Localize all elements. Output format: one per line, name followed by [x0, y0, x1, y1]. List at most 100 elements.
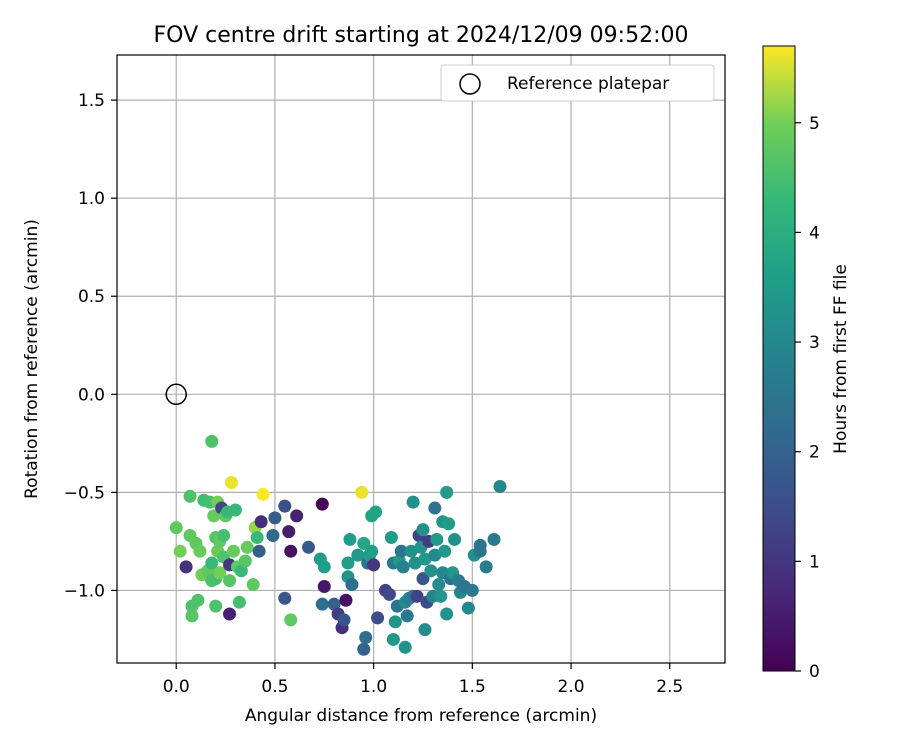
data-point: [185, 609, 199, 623]
data-point: [228, 503, 242, 517]
data-point: [406, 495, 420, 509]
colorbar-ticks: 0 1 2 3 4 5: [795, 114, 820, 682]
data-point: [365, 544, 379, 558]
data-point: [367, 558, 381, 572]
data-point: [205, 434, 219, 448]
data-point: [250, 530, 264, 544]
legend: Reference platepar: [440, 64, 715, 102]
data-point: [240, 540, 254, 554]
colorbar-tick-label: 5: [809, 114, 820, 134]
colorbar-tick-label: 3: [809, 333, 820, 353]
data-point: [315, 497, 329, 511]
data-point: [337, 613, 351, 627]
data-point: [232, 595, 246, 609]
data-point: [256, 487, 270, 501]
data-point: [183, 489, 197, 503]
data-point: [327, 597, 341, 611]
colorbar-tick-label: 0: [809, 662, 820, 682]
data-point: [345, 578, 359, 592]
y-tick-label: 1.0: [78, 189, 105, 209]
data-point: [357, 642, 371, 656]
data-point: [238, 554, 252, 568]
x-axis-title: Angular distance from reference (arcmin): [245, 706, 597, 726]
reference-platepar-marker: [165, 383, 187, 406]
data-point: [179, 560, 193, 574]
data-point: [394, 544, 408, 558]
data-point: [440, 485, 454, 499]
y-tick-label: 0.0: [78, 385, 105, 405]
data-point: [487, 532, 501, 546]
data-point: [442, 517, 456, 531]
data-point: [341, 556, 355, 570]
y-tick-label: −0.5: [64, 483, 105, 503]
data-point: [410, 589, 424, 603]
x-tick-label: 1.5: [459, 677, 486, 697]
x-tick-label: 2.5: [656, 677, 683, 697]
x-tick-label: 2.0: [558, 677, 585, 697]
y-tick-label: 1.5: [78, 91, 105, 111]
data-point: [424, 564, 438, 578]
data-point: [173, 544, 187, 558]
legend-label-reference: Reference platepar: [507, 74, 669, 94]
data-point: [268, 511, 282, 525]
data-point: [226, 544, 240, 558]
data-point: [388, 615, 402, 629]
legend-marker-reference: [459, 73, 481, 95]
data-point: [343, 532, 357, 546]
data-points: [169, 434, 507, 656]
colorbar-tick-label: 1: [809, 552, 820, 572]
data-point: [428, 501, 442, 515]
data-point: [416, 572, 430, 586]
data-point: [278, 591, 292, 605]
data-point: [315, 597, 329, 611]
data-point: [400, 609, 414, 623]
data-point: [418, 552, 432, 566]
data-point: [278, 499, 292, 513]
colorbar-tick-label: 4: [809, 223, 820, 243]
data-point: [440, 607, 454, 621]
data-point: [369, 505, 383, 519]
data-point: [465, 583, 479, 597]
data-point: [448, 532, 462, 546]
colorbar-title: Hours from first FF file: [831, 264, 851, 454]
data-point: [301, 540, 315, 554]
data-point: [430, 532, 444, 546]
data-point: [434, 589, 448, 603]
data-point: [224, 476, 238, 490]
data-point: [290, 509, 304, 523]
data-point: [246, 578, 260, 592]
data-point: [205, 556, 219, 570]
data-point: [339, 593, 353, 607]
colorbar: 0 1 2 3 4 5 Hours from first FF file: [762, 45, 851, 682]
x-axis: 0.0 0.5 1.0 1.5 2.0 2.5: [163, 663, 683, 697]
y-axis: −1.0 −0.5 0.0 0.5 1.0 1.5: [64, 91, 117, 601]
data-point: [207, 509, 221, 523]
data-point: [266, 529, 280, 543]
data-point: [252, 544, 266, 558]
data-point: [432, 578, 446, 592]
y-tick-label: 0.5: [78, 287, 105, 307]
data-point: [284, 613, 298, 627]
data-point: [359, 631, 373, 645]
data-point: [384, 530, 398, 544]
data-point: [209, 599, 223, 613]
data-point: [191, 593, 205, 607]
data-point: [438, 544, 452, 558]
data-point: [213, 566, 227, 580]
data-point: [284, 544, 298, 558]
data-point: [418, 623, 432, 637]
colorbar-gradient: [762, 45, 796, 672]
reference-marker-layer: [165, 383, 187, 406]
data-point: [404, 544, 418, 558]
plot-frame: [116, 54, 726, 664]
data-point: [473, 544, 487, 558]
data-point: [351, 548, 365, 562]
data-point: [428, 548, 442, 562]
y-tick-label: −1.0: [64, 581, 105, 601]
data-point: [223, 607, 237, 621]
chart-title: FOV centre drift starting at 2024/12/09 …: [154, 23, 689, 48]
data-point: [461, 601, 475, 615]
data-point: [386, 632, 400, 646]
data-point: [317, 560, 331, 574]
y-axis-title: Rotation from reference (arcmin): [22, 219, 42, 499]
